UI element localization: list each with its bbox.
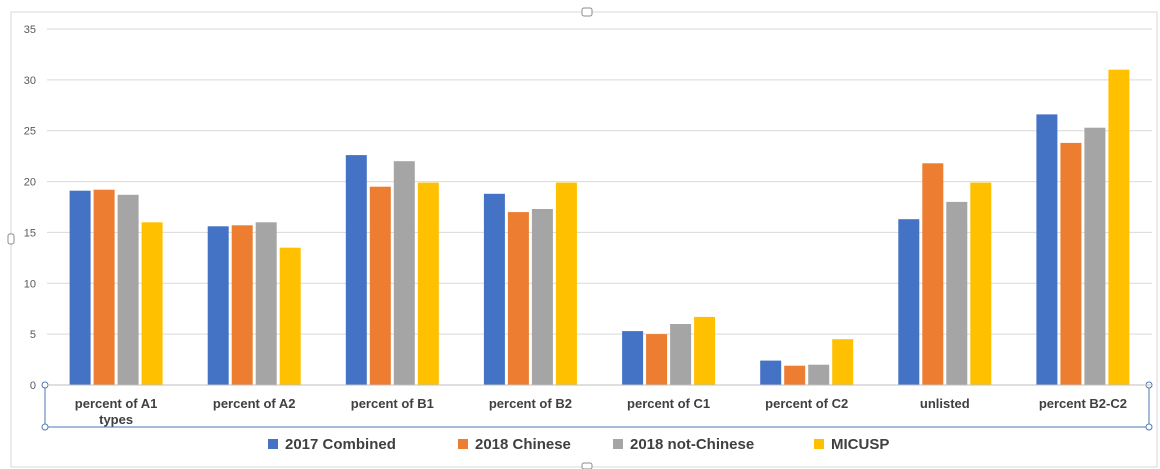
- bar: [555, 182, 577, 385]
- y-tick-label: 20: [24, 177, 36, 189]
- bar: [760, 360, 782, 385]
- selection-handle: [1145, 423, 1153, 431]
- bar: [531, 209, 553, 385]
- y-tick-label: 10: [24, 278, 36, 290]
- y-axis: 0 5 10 15 20 25 30 35: [24, 24, 36, 392]
- legend-item: MICUSP: [814, 436, 889, 453]
- bar: [808, 364, 830, 385]
- legend-label: 2018 Chinese: [475, 436, 571, 453]
- legend-item: 2018 not-Chinese: [613, 436, 754, 453]
- bar: [1108, 69, 1130, 385]
- bar: [1060, 142, 1082, 385]
- x-tick-label: percent of C1: [627, 396, 710, 411]
- bar: [970, 182, 992, 385]
- bar: [784, 365, 806, 385]
- x-tick-label: percent of B1: [351, 396, 434, 411]
- selection-handle: [41, 423, 49, 431]
- bar: [1036, 114, 1058, 386]
- y-tick-label: 5: [30, 329, 36, 341]
- gridlines: [47, 28, 1152, 335]
- bar: [279, 247, 301, 385]
- y-tick-label: 25: [24, 126, 36, 138]
- y-tick-label: 30: [24, 75, 36, 87]
- bar: [922, 163, 944, 385]
- bar: [231, 225, 253, 385]
- legend-label: 2018 not-Chinese: [630, 436, 754, 453]
- x-tick-label: percent of C2: [765, 396, 848, 411]
- y-tick-label: 35: [24, 24, 36, 36]
- bar: [832, 339, 854, 385]
- x-tick-label: percent of A2: [213, 396, 296, 411]
- bar: [483, 193, 505, 385]
- x-tick-label: percent of B2: [489, 396, 572, 411]
- bar: [417, 182, 439, 385]
- bar: [117, 194, 139, 385]
- legend-label: 2017 Combined: [285, 436, 396, 453]
- bar: [393, 161, 415, 385]
- legend-item: 2018 Chinese: [458, 436, 571, 453]
- legend-swatch: [613, 439, 623, 449]
- legend-swatch: [458, 439, 468, 449]
- bar: [694, 316, 716, 385]
- legend-swatch: [268, 439, 278, 449]
- x-tick-label: percent of A1 types: [75, 396, 158, 427]
- bar: [141, 222, 163, 385]
- bars: [69, 69, 1130, 386]
- resize-handle: [581, 7, 593, 17]
- bar: [622, 331, 644, 385]
- x-tick-label: unlisted: [920, 396, 970, 411]
- bar: [207, 226, 229, 385]
- bar: [898, 219, 920, 385]
- bar: [1084, 127, 1106, 385]
- bar: [93, 189, 115, 385]
- legend-item: 2017 Combined: [268, 436, 396, 453]
- resize-handle: [581, 462, 593, 469]
- series-micusp: [141, 69, 1130, 385]
- bar: [345, 155, 367, 385]
- legend-swatch: [814, 439, 824, 449]
- bar: [646, 334, 668, 385]
- legend: 2017 Combined 2018 Chinese 2018 not-Chines…: [268, 436, 889, 453]
- y-tick-label: 15: [24, 227, 36, 239]
- series-2017-combined: [69, 114, 1058, 386]
- x-axis: percent of A1 types percent of A2 percent o…: [47, 384, 1152, 427]
- bar: [946, 201, 968, 385]
- series-2018-not-chinese: [117, 127, 1106, 385]
- bar: [507, 212, 529, 385]
- x-tick-label: percent B2-C2: [1039, 396, 1127, 411]
- bar: [69, 190, 91, 385]
- resize-handle: [7, 233, 15, 245]
- series-2018-chinese: [93, 142, 1082, 385]
- bar: [670, 324, 692, 385]
- axis-selection-box: [44, 384, 1150, 428]
- y-tick-label: 0: [30, 380, 36, 392]
- bar: [369, 186, 391, 385]
- bar: [255, 222, 277, 385]
- legend-label: MICUSP: [831, 436, 889, 453]
